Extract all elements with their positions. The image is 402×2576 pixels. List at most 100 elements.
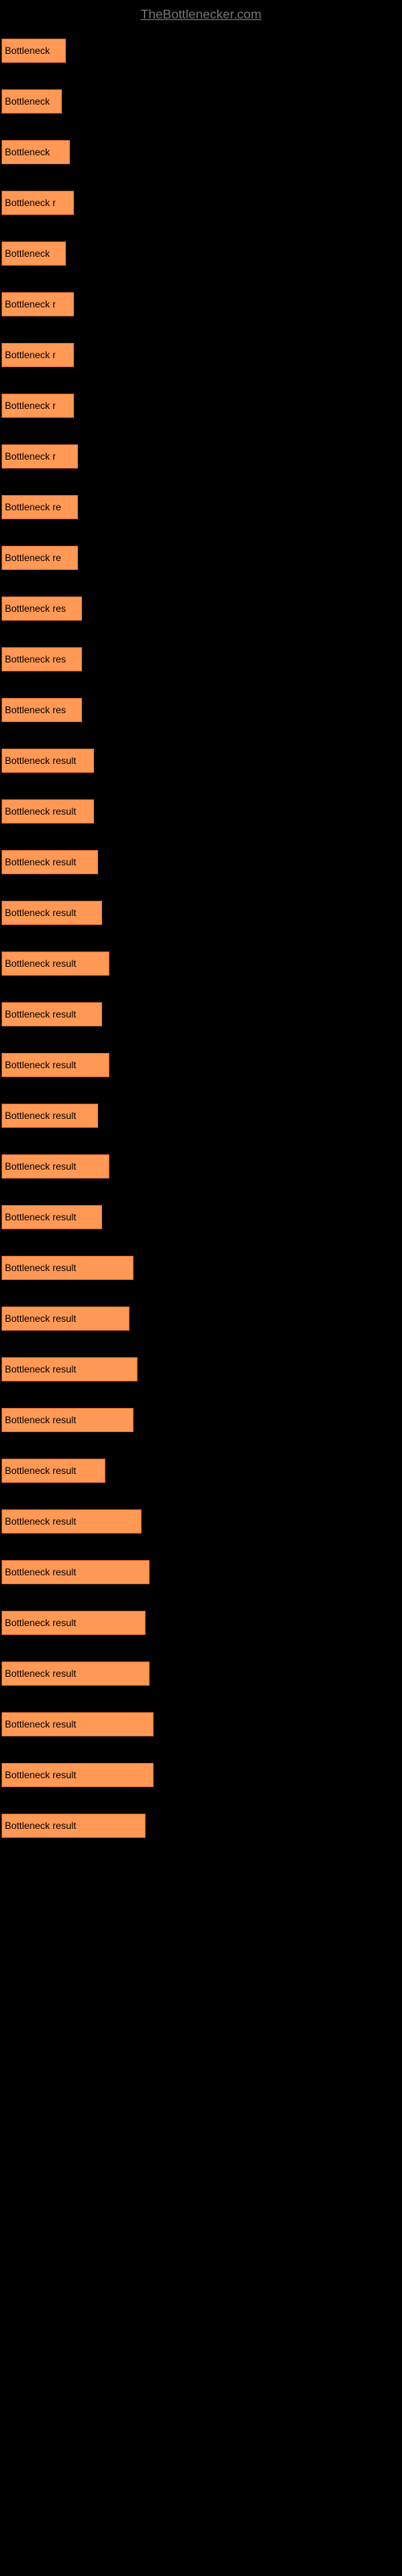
bar[interactable]: Bottleneck result52. — [2, 1712, 154, 1736]
bar-label: Bottleneck result — [2, 1567, 76, 1578]
bar-label: Bottleneck result — [2, 1313, 76, 1324]
bar[interactable]: Bottleneck r — [2, 343, 74, 367]
bar[interactable]: Bottleneck — [2, 89, 62, 114]
bar-row: Bottleneck r — [2, 292, 402, 316]
bar[interactable]: Bottleneck result — [2, 1205, 102, 1229]
bar[interactable]: Bottleneck — [2, 242, 66, 266]
bar-row: Bottleneck — [2, 39, 402, 63]
bar-row: Bottleneck result 4 — [2, 1307, 402, 1331]
bar-row: Bottleneck result 52 — [2, 1560, 402, 1584]
bar-row: Bottleneck — [2, 242, 402, 266]
bar-value: 4 — [129, 1313, 138, 1324]
bar[interactable]: Bottleneck res — [2, 597, 82, 621]
bar-label: Bottleneck — [2, 96, 50, 107]
bar[interactable]: Bottleneck result53.2 — [2, 1763, 154, 1787]
bar-row: Bottleneck result50 — [2, 1357, 402, 1381]
bar-label: Bottleneck result — [2, 1110, 76, 1121]
bar-label: Bottleneck r — [2, 400, 55, 411]
bar-label: Bottleneck r — [2, 451, 55, 462]
bar-row: Bottleneck result — [2, 1459, 402, 1483]
bar-row: Bottleneck result — [2, 850, 402, 874]
bar-label: Bottleneck — [2, 147, 50, 158]
bar-label: Bottleneck result — [2, 1414, 76, 1426]
bar-row: Bottleneck r — [2, 444, 402, 469]
bar-label: Bottleneck — [2, 45, 50, 56]
bar[interactable]: Bottleneck result52. — [2, 1662, 150, 1686]
bar-label: Bottleneck res — [2, 704, 66, 716]
bar-row: Bottleneck re — [2, 495, 402, 519]
bar-label: Bottleneck result — [2, 1668, 76, 1679]
bar-chart: Bottleneck Bottleneck Bottleneck Bottleneck… — [0, 39, 402, 1838]
bar-row: Bottleneck result — [2, 749, 402, 773]
bar-label: Bottleneck result — [2, 1059, 76, 1071]
bar-label: Bottleneck res — [2, 654, 66, 665]
bar[interactable]: Bottleneck result51. — [2, 1611, 146, 1635]
bar-label: Bottleneck result — [2, 907, 76, 919]
bar-row: Bottleneck result — [2, 1154, 402, 1179]
bar-row: Bottleneck result — [2, 901, 402, 925]
bar-label: Bottleneck result — [2, 857, 76, 868]
bar-row: Bottleneck res — [2, 597, 402, 621]
bar-row: Bottleneck result — [2, 799, 402, 824]
bar-label: Bottleneck result — [2, 1262, 76, 1274]
bar-value: 52. — [149, 1668, 166, 1679]
bar[interactable]: Bottleneck result50 — [2, 1357, 137, 1381]
bar[interactable]: Bottleneck res — [2, 647, 82, 671]
bar-label: Bottleneck result — [2, 755, 76, 766]
bar[interactable]: Bottleneck result4 — [2, 1408, 133, 1432]
bar[interactable]: Bottleneck — [2, 39, 66, 63]
bar-label: Bottleneck r — [2, 349, 55, 361]
bar[interactable]: Bottleneck result52 — [2, 1560, 150, 1584]
bar-label: Bottleneck result — [2, 1009, 76, 1020]
bar-label: Bottleneck result — [2, 1516, 76, 1527]
bar[interactable]: Bottleneck result — [2, 749, 94, 773]
bar-value: 53.2 — [153, 1769, 175, 1781]
bar[interactable]: Bottleneck r — [2, 444, 78, 469]
bar[interactable]: Bottleneck result4 — [2, 1256, 133, 1280]
bar-row: Bottleneck — [2, 89, 402, 114]
bar-row: Bottleneck result 4 — [2, 1408, 402, 1432]
bar[interactable]: Bottleneck result51. — [2, 1814, 146, 1838]
bar-row: Bottleneck result — [2, 1002, 402, 1026]
bar[interactable]: Bottleneck result4 — [2, 1307, 129, 1331]
bar-label: Bottleneck result — [2, 1617, 76, 1629]
bar[interactable]: Bottleneck result — [2, 850, 98, 874]
bar-row: Bottleneck result51. — [2, 1611, 402, 1635]
bar[interactable]: Bottleneck r — [2, 394, 74, 418]
site-link[interactable]: TheBottlenecker.com — [0, 8, 402, 23]
bar-label: Bottleneck result — [2, 1769, 76, 1781]
bar-label: Bottleneck r — [2, 299, 55, 310]
bar-label: Bottleneck re — [2, 552, 61, 564]
bar[interactable]: Bottleneck result — [2, 952, 109, 976]
bar[interactable]: Bottleneck result — [2, 901, 102, 925]
bar[interactable]: Bottleneck result — [2, 1104, 98, 1128]
bar-label: Bottleneck result — [2, 1719, 76, 1730]
bar[interactable]: Bottleneck result — [2, 1002, 102, 1026]
bar-label: Bottleneck result — [2, 806, 76, 817]
bar[interactable]: Bottleneck r — [2, 191, 74, 215]
bar-value: 52 — [149, 1567, 163, 1578]
bar[interactable]: Bottleneck result — [2, 1459, 105, 1483]
bar-row: Bottleneck r — [2, 191, 402, 215]
bar-value: 50 — [137, 1364, 151, 1375]
bar[interactable]: Bottleneck result — [2, 799, 94, 824]
bar[interactable]: Bottleneck r — [2, 292, 74, 316]
bar[interactable]: Bottleneck re — [2, 495, 78, 519]
bar-row: Bottleneck result 50 — [2, 1509, 402, 1534]
bar-row: Bottleneck — [2, 140, 402, 164]
bar[interactable]: Bottleneck result — [2, 1053, 109, 1077]
bar-value: 4 — [133, 1414, 142, 1426]
bar-value: 50 — [141, 1516, 155, 1527]
bar-row: Bottleneck result 53.2 — [2, 1763, 402, 1787]
bar[interactable]: Bottleneck result50 — [2, 1509, 142, 1534]
bar[interactable]: Bottleneck result — [2, 1154, 109, 1179]
bar-row: Bottleneck result — [2, 1053, 402, 1077]
bar[interactable]: Bottleneck — [2, 140, 70, 164]
bar-row: Bottleneck result52. — [2, 1712, 402, 1736]
bar[interactable]: Bottleneck re — [2, 546, 78, 570]
bar-row: Bottleneck r — [2, 394, 402, 418]
bar-row: Bottleneck re — [2, 546, 402, 570]
bar-label: Bottleneck result — [2, 1161, 76, 1172]
bar[interactable]: Bottleneck res — [2, 698, 82, 722]
bar-label: Bottleneck result — [2, 958, 76, 969]
